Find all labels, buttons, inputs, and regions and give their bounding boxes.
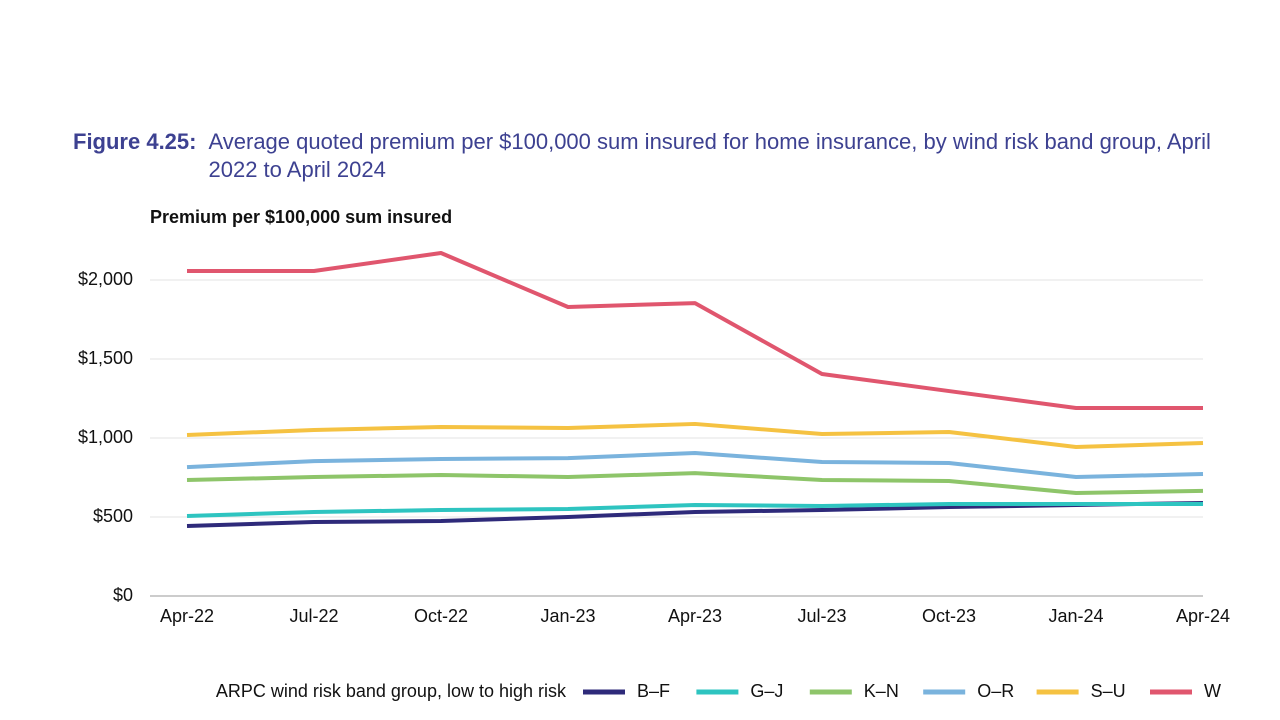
y-tick-label: $500: [93, 506, 133, 526]
series-line: [186, 471, 1204, 495]
y-axis-label: Premium per $100,000 sum insured: [150, 207, 452, 227]
legend-label: W: [1204, 681, 1221, 701]
legend-label: S–U: [1091, 681, 1126, 701]
legend-title: ARPC wind risk band group, low to high r…: [216, 681, 567, 701]
x-tick-label: Jan-23: [540, 606, 595, 626]
y-tick-label: $2,000: [78, 269, 133, 289]
legend-label: K–N: [864, 681, 899, 701]
chart-title: Average quoted premium per $100,000 sum …: [208, 129, 1211, 182]
x-tick-label: Apr-23: [668, 606, 722, 626]
x-tick-label: Apr-24: [1176, 606, 1230, 626]
legend-label: G–J: [750, 681, 783, 701]
legend-label: O–R: [977, 681, 1014, 701]
x-tick-label: Oct-23: [922, 606, 976, 626]
x-tick-label: Oct-22: [414, 606, 468, 626]
series-line: [187, 250, 1203, 410]
y-tick-label: $1,000: [78, 427, 133, 447]
series-line: [186, 421, 1204, 450]
y-tick-label: $1,500: [78, 348, 133, 368]
title-block: Figure 4.25: Average quoted premium per …: [73, 128, 1233, 184]
series-line: [186, 451, 1204, 480]
x-tick-label: Jul-23: [797, 606, 846, 626]
legend-label: B–F: [637, 681, 670, 701]
x-tick-label: Jan-24: [1048, 606, 1103, 626]
y-tick-label: $0: [113, 585, 133, 605]
figure-label: Figure 4.25:: [73, 129, 197, 154]
series-line: [186, 502, 1203, 519]
x-tick-label: Jul-22: [289, 606, 338, 626]
x-tick-label: Apr-22: [160, 606, 214, 626]
